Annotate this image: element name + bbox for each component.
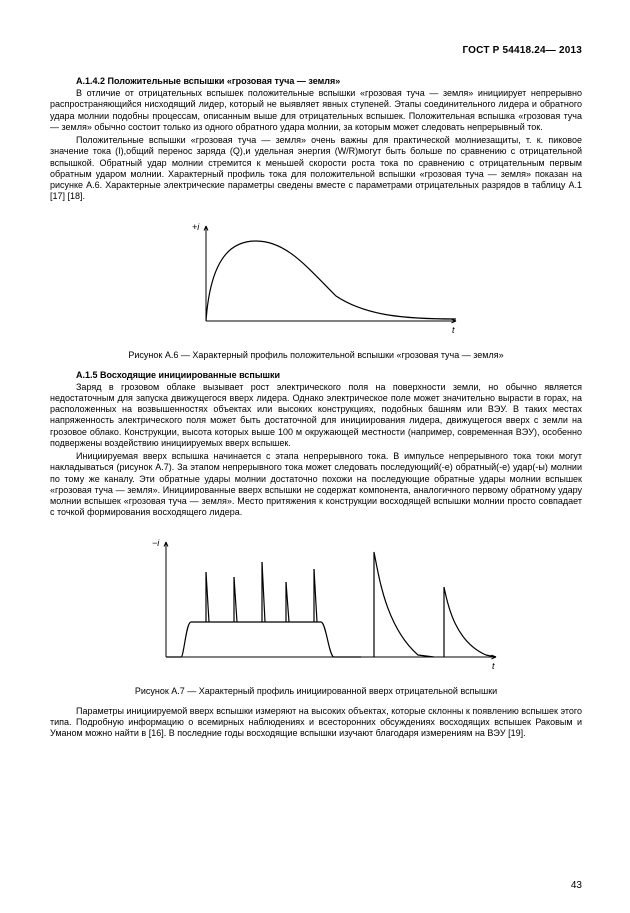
svg-text:−i: −i [152,538,160,548]
svg-text:+i: +i [192,222,200,232]
document-code: ГОСТ Р 54418.24— 2013 [50,45,582,56]
figure-a7: −i t [50,527,582,682]
figure-a7-svg: −i t [126,527,506,677]
figure-a6-svg: +i t [166,211,466,341]
para-a142-2: Положительные вспышки «грозовая туча — з… [50,135,582,203]
svg-text:t: t [492,661,495,671]
figure-a6: +i t [50,211,582,346]
heading-a142: А.1.4.2 Положительные вспышки «грозовая … [50,76,582,86]
para-a142-1: В отличие от отрицательных вспышек полож… [50,88,582,133]
para-a15-1: Заряд в грозовом облаке вызывает рост эл… [50,382,582,450]
caption-a7: Рисунок А.7 — Характерный профиль иниции… [50,686,582,696]
page: ГОСТ Р 54418.24— 2013 А.1.4.2 Положитель… [0,0,630,913]
heading-a15: А.1.5 Восходящие инициированные вспышки [50,370,582,380]
page-number: 43 [571,880,582,891]
svg-text:t: t [452,325,455,335]
closing-para: Параметры инициируемой вверх вспышки изм… [50,706,582,740]
para-a15-2: Инициируемая вверх вспышка начинается с … [50,451,582,519]
caption-a6: Рисунок А.6 — Характерный профиль положи… [50,350,582,360]
